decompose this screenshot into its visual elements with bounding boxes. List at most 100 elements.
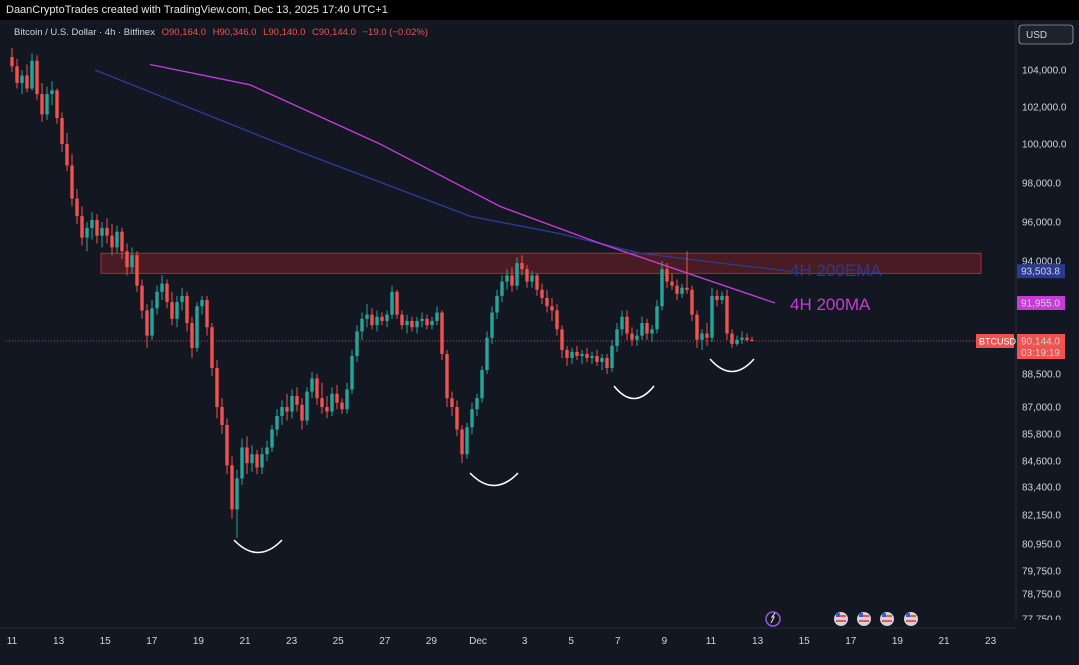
us-flag-icon[interactable] (880, 612, 894, 626)
bottom-arc (469, 472, 519, 487)
candle-body (505, 275, 509, 282)
candle (675, 279, 679, 301)
price-tick-label: 100,000.0 (1022, 140, 1067, 151)
candle-body (455, 407, 459, 430)
price-axis[interactable]: USD 104,000.0 102,000.0 100,000.0 98,000.0 9… (976, 20, 1079, 642)
candle (640, 316, 644, 340)
candle-body (375, 316, 379, 326)
candle (15, 58, 19, 89)
candle (400, 310, 404, 330)
candle (605, 353, 609, 374)
candle-body (15, 66, 19, 83)
price-tick-label: 94,000.0 (1022, 257, 1061, 268)
candle (110, 223, 114, 256)
candle (80, 206, 84, 246)
event-icons[interactable] (765, 611, 918, 627)
candle (700, 329, 704, 350)
candle-body (730, 333, 734, 344)
candle-body (720, 295, 724, 301)
candle-body (40, 94, 44, 115)
candle-body (305, 391, 309, 421)
price-tick-label: 88,500.0 (1022, 370, 1061, 381)
price-tick-label: 82,150.0 (1022, 511, 1061, 522)
us-flag-icon[interactable] (904, 612, 918, 626)
us-flag-icon[interactable] (834, 612, 848, 626)
candle-body (485, 337, 489, 370)
credit-text: DaanCryptoTrades created with TradingVie… (6, 4, 388, 16)
candle (115, 225, 119, 254)
bottom-arc (233, 539, 283, 554)
candle-body (405, 320, 409, 326)
candle (455, 400, 459, 437)
candle (385, 310, 389, 328)
candle (50, 81, 54, 106)
candle (655, 300, 659, 334)
candle-body (380, 316, 384, 321)
time-tick-label: 17 (146, 636, 158, 647)
candle-body (450, 398, 454, 407)
candle-body (495, 295, 499, 313)
candle-body (515, 263, 519, 286)
candle (685, 251, 689, 294)
candle (295, 387, 299, 412)
candle-body (95, 220, 99, 236)
candle-body (225, 425, 229, 466)
candle (70, 153, 74, 207)
candle (505, 269, 509, 290)
candle-body (330, 393, 334, 412)
time-axis[interactable]: 11 13 15 17 19 21 23 25 27 29 Dec 3 5 7 9 11 13 15 17 19 21 2… (0, 620, 1079, 665)
candle-body (510, 275, 514, 286)
candle-body (270, 429, 274, 448)
currency-button[interactable] (1018, 24, 1074, 45)
candle-body (740, 337, 744, 340)
candle (270, 425, 274, 452)
candle (510, 267, 514, 292)
candle (625, 310, 629, 340)
lightning-icon[interactable] (765, 611, 781, 627)
credit-bar: DaanCryptoTrades created with TradingVie… (0, 0, 1079, 20)
price-tick-label: 78,750.0 (1022, 590, 1061, 601)
candle-body (60, 118, 64, 144)
price-chart[interactable]: 4H 200EMA 4H 200MA Bitcoin / U.S. Dollar … (0, 20, 1079, 665)
plot-area[interactable] (6, 20, 1016, 610)
candle (190, 316, 194, 358)
candle (695, 310, 699, 348)
candle (615, 323, 619, 352)
candle-body (170, 302, 174, 319)
candle (250, 445, 254, 472)
candle-body (420, 318, 424, 321)
candle-body (325, 407, 329, 412)
candle-body (30, 60, 34, 89)
candle (20, 70, 24, 95)
candle-body (605, 357, 609, 368)
candle-body (635, 335, 639, 340)
candle-body (175, 302, 179, 319)
time-tick-label: 19 (193, 636, 205, 647)
us-flag-icon[interactable] (857, 612, 871, 626)
time-tick-label: 5 (568, 636, 574, 647)
candle-body (255, 454, 259, 468)
candle (735, 335, 739, 346)
candle-body (295, 396, 299, 405)
candle-body (265, 447, 269, 455)
candle-body (250, 454, 254, 464)
candle-body (390, 291, 394, 315)
candle-body (25, 75, 29, 89)
candle (245, 436, 249, 474)
candle (540, 283, 544, 305)
candle (600, 353, 604, 370)
candle (130, 247, 134, 274)
candle-body (415, 320, 419, 328)
candle (530, 271, 534, 288)
time-tick-label: 13 (752, 636, 764, 647)
candle-body (315, 378, 319, 399)
candle (425, 314, 429, 330)
legend-change: −19.0 (−0.02%) (363, 27, 429, 38)
candle-body (285, 407, 289, 412)
candle (335, 385, 339, 410)
candle-body (665, 269, 669, 282)
candle (230, 456, 234, 519)
candle-body (445, 353, 449, 399)
price-tick-label: 85,800.0 (1022, 430, 1061, 441)
candle-body (20, 75, 24, 83)
